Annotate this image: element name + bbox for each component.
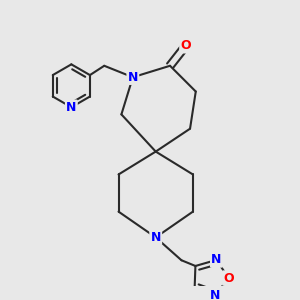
Text: O: O <box>223 272 234 285</box>
Text: N: N <box>210 289 220 300</box>
Text: N: N <box>151 231 161 244</box>
Text: N: N <box>128 71 138 84</box>
Text: N: N <box>211 254 222 266</box>
Text: N: N <box>66 101 76 114</box>
Text: O: O <box>180 39 191 52</box>
